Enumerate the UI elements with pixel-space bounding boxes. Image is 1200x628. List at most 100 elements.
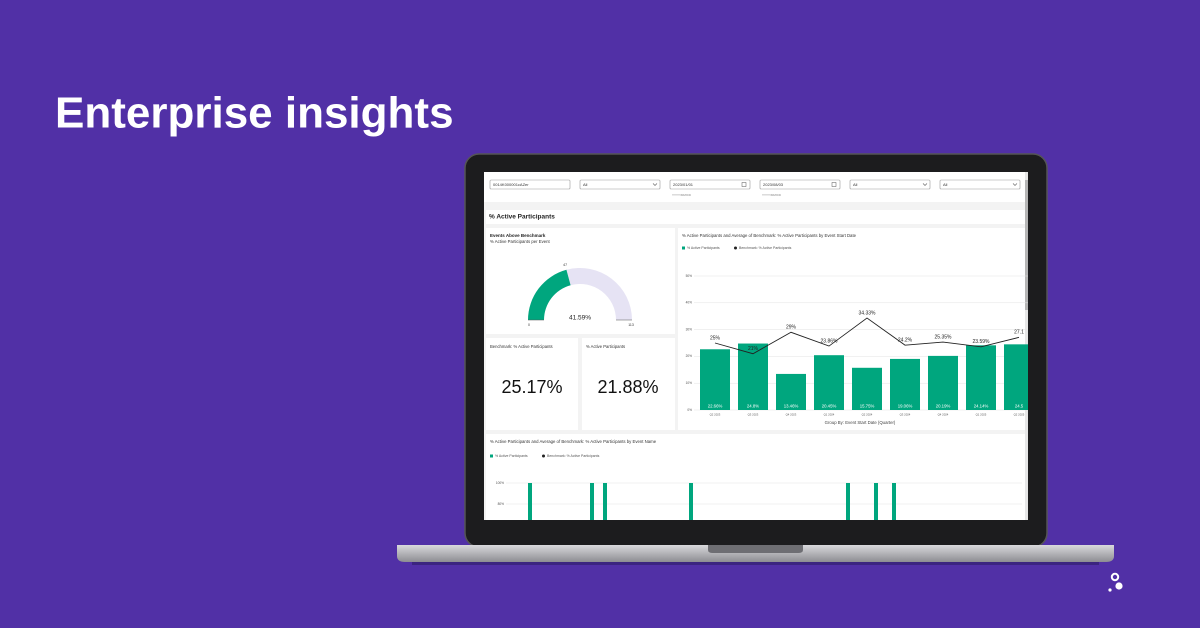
bar-value-label: 22.66%: [708, 404, 723, 409]
filter-hint: YYYY/MM/DD: [762, 193, 782, 197]
kpi-card: [582, 338, 675, 430]
laptop-notch: [708, 545, 803, 553]
chart-card: [486, 434, 1025, 520]
bar: [890, 358, 920, 410]
filter-input: [489, 179, 571, 190]
y-tick-label: 40%: [686, 301, 693, 305]
kpi-label: Benchmark: % Active Participants: [490, 344, 553, 349]
filter-bar: [484, 172, 1028, 202]
bar-value-label: 24.5: [1015, 404, 1024, 409]
bar: [776, 373, 806, 410]
legend-marker: [734, 246, 737, 250]
legend-label: % Active Participants: [687, 246, 720, 250]
filter-value: All: [853, 182, 858, 187]
x-tick-label: Q2 2023: [710, 413, 721, 417]
filter-input: [759, 179, 841, 190]
legend-label: % Active Participants: [495, 454, 528, 458]
gauge-title: Events Above Benchmark: [490, 233, 546, 238]
bar: [892, 483, 896, 520]
laptop-shadow: [412, 562, 1099, 565]
y-tick-label: 50%: [686, 274, 693, 278]
dropdown-icon: [1012, 183, 1018, 186]
filter-hint: YYYY/MM/DD: [672, 193, 692, 197]
bar: [528, 483, 532, 520]
y-tick-label: 20%: [686, 354, 693, 358]
line-value-label: 29%: [786, 325, 797, 331]
bar: [603, 483, 607, 520]
bar: [966, 345, 996, 410]
x-tick-label: Q1 2025: [976, 413, 987, 417]
bar: [852, 367, 882, 410]
bar-value-label: 24.8%: [747, 404, 759, 409]
bar: [814, 355, 844, 410]
x-tick-label: Q4 2023: [786, 413, 797, 417]
benchmark-line: [714, 317, 1020, 355]
gauge-track: [566, 267, 632, 320]
calendar-icon: [741, 182, 747, 187]
x-tick-label: Q3 2024: [900, 413, 911, 417]
dropdown-icon: [922, 183, 928, 186]
dropdown-icon: [652, 183, 658, 186]
chart-title: % Active Participants and Average of Ben…: [682, 233, 857, 238]
gauge-percent: 41.59%: [569, 315, 591, 322]
line-value-label: 25.35%: [935, 334, 953, 340]
bar: [846, 483, 850, 520]
section-header: [486, 210, 1025, 224]
bar: [928, 355, 958, 410]
headline: Enterprise insights: [55, 89, 454, 138]
x-tick-label: Q4 2024: [938, 413, 949, 417]
x-tick-label: Q1 2024: [824, 413, 835, 417]
y-tick-label: 100%: [496, 481, 504, 485]
x-tick-label: Q3 2023: [748, 413, 759, 417]
legend-marker: [490, 454, 493, 458]
calendar-icon: [831, 182, 837, 187]
bar-value-label: 13.46%: [784, 404, 799, 409]
chart-title: % Active Participants and Average of Ben…: [490, 439, 657, 444]
gauge-value-label: 47: [563, 263, 567, 267]
filter-value: All: [943, 182, 948, 187]
y-tick-label: 10%: [686, 381, 693, 385]
gauge-max-label: 113: [628, 323, 634, 327]
bar: [689, 483, 693, 520]
kpi-card: [486, 338, 578, 430]
screen: % Active Participants Benchmark: % Activ…: [484, 172, 1028, 520]
bar-value-label: 20.19%: [936, 404, 951, 409]
scrollbar-thumb: [1025, 180, 1028, 310]
filter-input: [669, 179, 751, 190]
filter-input: [849, 179, 931, 190]
x-tick-label: Q2 2024: [862, 413, 873, 417]
line-value-label: 21%: [748, 346, 759, 352]
filter-value: 2023/08/03: [763, 182, 784, 187]
filter-input: [579, 179, 661, 190]
logo: [1108, 572, 1123, 592]
y-tick-label: 0%: [687, 408, 692, 412]
bar-value-label: 20.45%: [822, 404, 837, 409]
bar: [738, 343, 768, 410]
bar-value-label: 24.14%: [974, 404, 989, 409]
legend-marker: [542, 454, 545, 458]
laptop-base: [397, 545, 1114, 562]
legend-label: Benchmark: % Active Participants: [547, 454, 600, 458]
gauge-min-label: 0: [528, 323, 530, 327]
kpi-label: % Active Participants: [586, 344, 625, 349]
x-tick-label: Q2 2025: [1014, 413, 1025, 417]
legend-label: Benchmark: % Active Participants: [739, 246, 792, 250]
y-tick-label: 80%: [498, 502, 505, 506]
filter-value: 0014K000001cAZer: [493, 182, 529, 187]
line-value-label: 23.86%: [821, 338, 839, 344]
bar: [1004, 344, 1028, 410]
filter-value: All: [583, 182, 588, 187]
filter-input: [939, 179, 1021, 190]
bar: [590, 483, 594, 520]
bar-value-label: 15.75%: [860, 404, 875, 409]
kpi-value: 25.17%: [501, 377, 562, 397]
line-value-label: 25%: [710, 335, 721, 341]
line-value-label: 23.59%: [973, 339, 991, 345]
gauge-value: [528, 269, 571, 320]
line-value-label: 27.1: [1014, 330, 1024, 336]
bar: [874, 483, 878, 520]
section-title: % Active Participants: [489, 214, 555, 221]
line-value-label: 34.33%: [859, 310, 877, 316]
kpi-value: 21.88%: [597, 377, 658, 397]
x-axis-label: Group By: Event Start Date (Quarter): [825, 420, 896, 425]
